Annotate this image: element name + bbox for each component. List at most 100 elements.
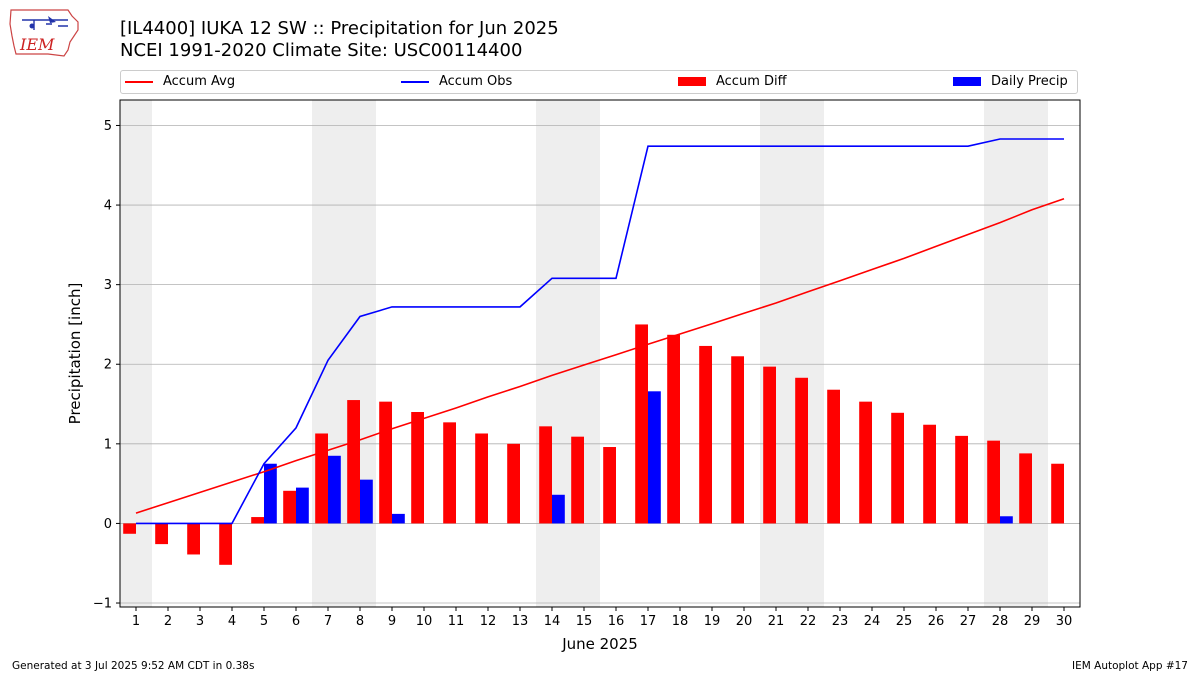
plot-frame — [119, 99, 1081, 608]
daily-precip-bar — [328, 455, 341, 524]
legend-swatch-accum-diff — [678, 77, 706, 86]
accum-diff-bar — [795, 377, 808, 524]
accum-diff-bar — [987, 440, 1000, 524]
x-tick-label: 22 — [800, 614, 817, 629]
x-tick-label: 7 — [324, 614, 332, 629]
accum-diff-bar — [923, 424, 936, 524]
accum-diff-bar — [411, 412, 424, 524]
x-tick-label: 2 — [164, 614, 172, 629]
y-axis-label: Precipitation [inch] — [66, 283, 84, 425]
accum-diff-bar — [571, 436, 584, 524]
daily-precip-bar — [296, 487, 309, 524]
x-tick-label: 24 — [864, 614, 881, 629]
x-tick-label: 11 — [448, 614, 465, 629]
x-tick-label: 28 — [992, 614, 1009, 629]
legend-swatch-daily-precip — [953, 77, 981, 86]
accum-diff-bar — [315, 433, 328, 524]
accum-avg-line — [135, 197, 1065, 514]
x-tick-label: 10 — [416, 614, 433, 629]
x-tick-label: 9 — [388, 614, 396, 629]
x-tick-label: 12 — [480, 614, 497, 629]
x-tick-label: 8 — [356, 614, 364, 629]
x-tick-label: 6 — [292, 614, 300, 629]
x-tick-label: 16 — [608, 614, 625, 629]
accum-diff-bar — [603, 447, 616, 524]
accum-diff-bar — [635, 324, 648, 524]
accum-diff-bar — [475, 433, 488, 524]
accum-diff-bar — [667, 334, 680, 524]
x-tick-label: 29 — [1024, 614, 1041, 629]
legend-label-accum-avg: Accum Avg — [163, 74, 236, 89]
x-tick-label: 20 — [736, 614, 753, 629]
chart-subtitle: NCEI 1991-2020 Climate Site: USC00114400 — [120, 40, 523, 61]
y-tick-label: −1 — [93, 597, 112, 612]
legend-entry-accum-diff: Accum Diff — [678, 74, 787, 89]
accum-diff-bar — [187, 523, 200, 555]
accum-diff-bar — [283, 490, 296, 524]
chart-title: [IL4400] IUKA 12 SW :: Precipitation for… — [120, 18, 559, 39]
daily-precip-bar — [360, 479, 373, 524]
legend-swatch-accum-obs — [401, 80, 429, 83]
daily-precip-bar — [552, 494, 565, 524]
x-tick-label: 13 — [512, 614, 529, 629]
iowa-outline-icon — [9, 9, 79, 57]
y-tick-label: 5 — [104, 119, 112, 134]
logo-text: IEM — [19, 35, 55, 54]
daily-precip-bar — [264, 463, 277, 524]
accum-diff-bar — [507, 443, 520, 524]
weekend-shade-band — [120, 100, 152, 607]
accum-diff-bar — [379, 401, 392, 524]
x-tick-label: 27 — [960, 614, 977, 629]
weekend-shade-band — [536, 100, 600, 607]
x-tick-label: 17 — [640, 614, 657, 629]
y-tick-label: 0 — [104, 517, 112, 532]
accum-diff-bar — [443, 422, 456, 524]
accum-diff-bar — [763, 366, 776, 524]
x-tick-label: 26 — [928, 614, 945, 629]
footer-app: IEM Autoplot App #17 — [1072, 660, 1188, 672]
accum-diff-bar — [155, 523, 168, 545]
legend-entry-daily-precip: Daily Precip — [953, 74, 1068, 89]
y-tick-label: 1 — [104, 437, 112, 452]
accum-diff-bar — [827, 389, 840, 524]
accum-diff-bar — [1019, 453, 1032, 524]
x-tick-label: 15 — [576, 614, 593, 629]
daily-precip-bar — [392, 513, 405, 524]
iem-logo: IEM — [9, 9, 79, 57]
x-tick-label: 14 — [544, 614, 561, 629]
x-axis-label: June 2025 — [561, 635, 638, 653]
x-tick-label: 18 — [672, 614, 689, 629]
weekend-shade-band — [312, 100, 376, 607]
legend-entry-accum-avg: Accum Avg — [125, 74, 235, 89]
x-tick-label: 23 — [832, 614, 849, 629]
legend-label-daily-precip: Daily Precip — [991, 74, 1068, 89]
legend-label-accum-diff: Accum Diff — [716, 74, 787, 89]
weekend-shade-band — [984, 100, 1048, 607]
legend-entry-accum-obs: Accum Obs — [401, 74, 512, 89]
y-tick-label: 3 — [104, 278, 112, 293]
y-tick-label: 4 — [104, 199, 112, 214]
accum-diff-bar — [1051, 463, 1064, 524]
x-tick-label: 25 — [896, 614, 913, 629]
accum-diff-bar — [539, 426, 552, 524]
accum-diff-bar — [859, 401, 872, 524]
weekend-shade-band — [760, 100, 824, 607]
accum-diff-bar — [699, 345, 712, 524]
legend-swatch-accum-avg — [125, 80, 153, 83]
x-tick-label: 19 — [704, 614, 721, 629]
x-tick-label: 21 — [768, 614, 785, 629]
daily-precip-bar — [648, 391, 661, 524]
legend-label-accum-obs: Accum Obs — [439, 74, 513, 89]
x-tick-label: 4 — [228, 614, 236, 629]
x-tick-label: 30 — [1056, 614, 1073, 629]
daily-precip-bar — [1000, 516, 1013, 524]
accum-diff-bar — [123, 523, 136, 534]
chart-legend: Accum Avg Accum Obs Accum Diff Daily Pre… — [120, 70, 1078, 94]
accum-diff-bar — [219, 523, 232, 565]
accum-diff-bar — [251, 517, 264, 524]
accum-diff-bar — [731, 356, 744, 524]
accum-diff-bar — [955, 435, 968, 524]
accum-diff-bar — [891, 412, 904, 524]
x-tick-label: 1 — [132, 614, 140, 629]
